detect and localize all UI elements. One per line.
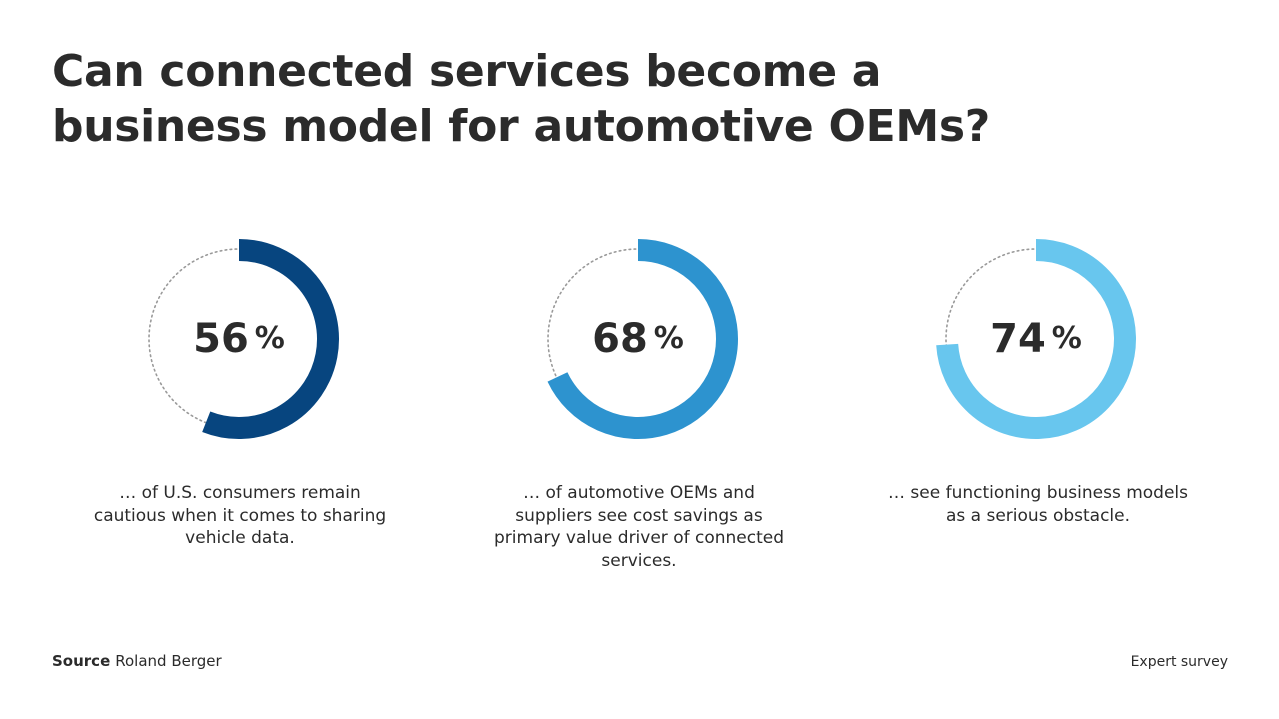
donut-unit-1: % [254,320,285,356]
donut-svg-2 [547,239,738,439]
donut-caption-3: … see functioning business models as a s… [888,483,1189,526]
donut-value-2: 68% [524,225,752,453]
donut-chart-1: 56% [125,225,353,453]
donut-caption-1: … of U.S. consumers remain cautious when… [93,483,387,548]
donut-svg-3 [936,239,1136,439]
donut-number-3: 74 [990,316,1046,362]
source-value: Roland Berger [115,652,222,670]
donut-chart-2: 68% [524,225,752,453]
donut-unit-2: % [653,320,684,356]
donut-unit-3: % [1051,320,1082,356]
donut-segment-1 [202,239,339,439]
chart-title: Can connected services become a business… [52,46,990,152]
donut-number-2: 68 [592,316,648,362]
survey-note: Expert survey [1130,654,1228,670]
donut-value-3: 74% [922,225,1150,453]
donut-segment-3 [936,239,1136,439]
donut-svg-1 [148,239,339,439]
source-note: Source Roland Berger [52,652,222,670]
donut-caption-2: … of automotive OEMs and suppliers see c… [494,483,784,571]
source-label: Source [52,652,111,670]
donut-segment-2 [547,239,738,439]
donut-number-1: 56 [193,316,249,362]
donut-value-1: 56% [125,225,353,453]
donut-chart-3: 74% [922,225,1150,453]
